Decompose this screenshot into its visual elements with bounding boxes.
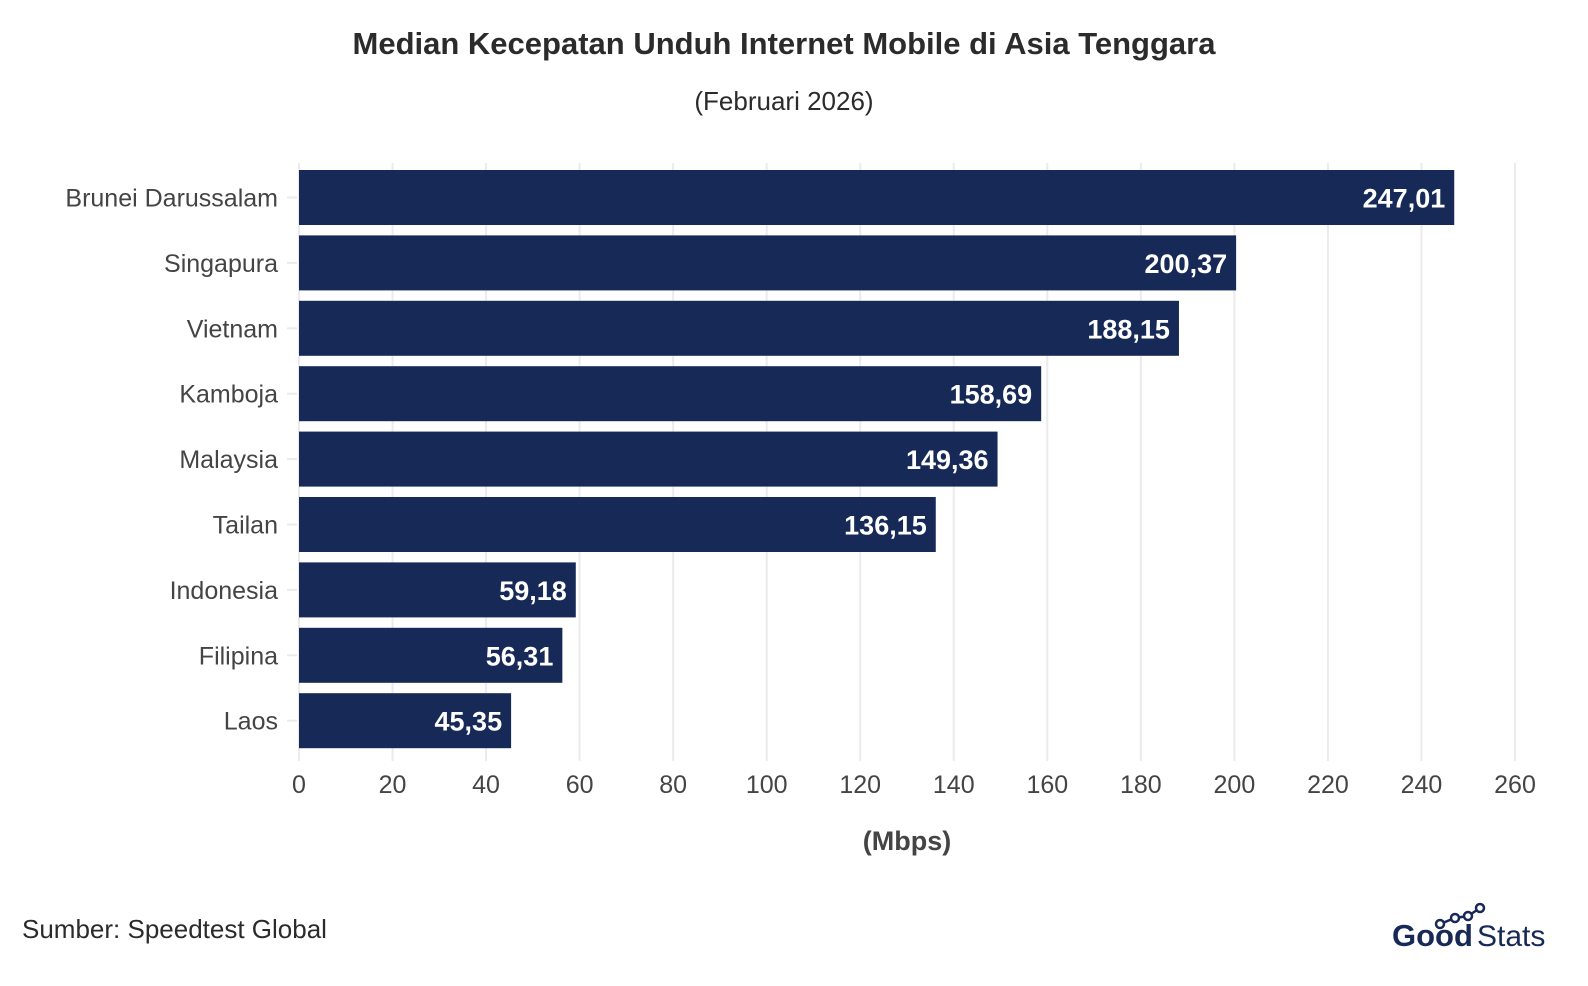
data-label: 158,69 — [950, 380, 1033, 410]
logo-text-light: Stats — [1477, 920, 1545, 952]
x-tick-label: 100 — [746, 771, 788, 799]
bar — [299, 300, 1179, 356]
data-label: 59,18 — [499, 576, 567, 606]
y-tick-label: Brunei Darussalam — [65, 185, 278, 213]
bar — [299, 366, 1042, 422]
data-label: 45,35 — [435, 707, 503, 737]
data-label: 247,01 — [1363, 184, 1446, 214]
x-tick-label: 20 — [379, 771, 407, 799]
x-tick-label: 220 — [1307, 771, 1349, 799]
y-tick-label: Malaysia — [179, 446, 278, 474]
y-tick-label: Laos — [224, 708, 278, 736]
data-label: 200,37 — [1145, 249, 1228, 279]
data-label: 149,36 — [906, 445, 989, 475]
x-tick-label: 200 — [1214, 771, 1256, 799]
source-note: Sumber: Speedtest Global — [22, 914, 327, 944]
y-tick-label: Kamboja — [179, 381, 278, 409]
y-tick-label: Indonesia — [170, 577, 279, 605]
x-tick-label: 260 — [1494, 771, 1536, 799]
x-tick-label: 240 — [1401, 771, 1443, 799]
bar — [299, 693, 512, 749]
bar — [299, 170, 1455, 225]
x-tick-label: 80 — [659, 771, 687, 799]
x-tick-label: 60 — [566, 771, 594, 799]
data-label: 136,15 — [844, 511, 927, 541]
bar-chart: 0 20 40 60 80 100 120 140 160 180 200 220 240 260 Brun… — [65, 163, 1536, 856]
y-tick-label: Filipina — [199, 642, 278, 670]
x-tick-label: 120 — [839, 771, 881, 799]
goodstats-logo: Good Stats — [1392, 902, 1545, 952]
x-axis-title: (Mbps) — [863, 826, 951, 856]
x-tick-label: 40 — [472, 771, 500, 799]
bar — [299, 562, 576, 618]
chart-subtitle: (Februari 2026) — [694, 86, 874, 116]
chart-title: Median Kecepatan Unduh Internet Mobile d… — [352, 26, 1216, 61]
y-tick-label: Vietnam — [187, 315, 278, 343]
bar — [299, 497, 936, 552]
x-tick-label: 180 — [1120, 771, 1162, 799]
y-tick-label: Tailan — [213, 512, 278, 540]
data-label: 56,31 — [486, 641, 554, 671]
bar — [299, 235, 1237, 291]
data-label: 188,15 — [1087, 314, 1170, 344]
x-tick-label: 140 — [933, 771, 975, 799]
bar — [299, 627, 563, 683]
x-tick-label: 160 — [1026, 771, 1068, 799]
y-tick-label: Singapura — [164, 250, 278, 278]
bar — [299, 431, 998, 487]
x-tick-label: 0 — [292, 771, 306, 799]
logo-text-bold: Good — [1392, 918, 1473, 952]
